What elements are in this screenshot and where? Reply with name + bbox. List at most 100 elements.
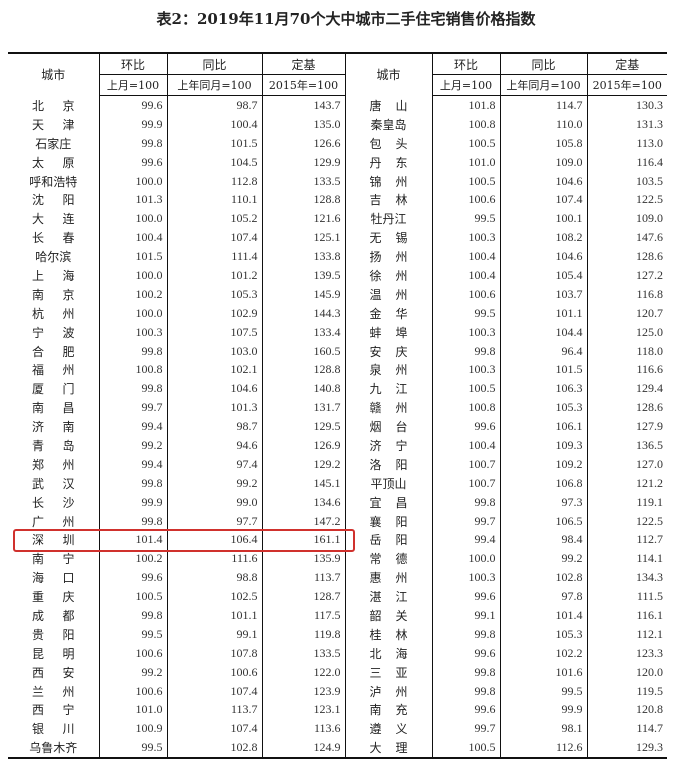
- city-name: 惠州: [344, 568, 432, 588]
- mom-value: 100.4: [431, 436, 500, 455]
- fixed-value: 131.3: [586, 114, 667, 134]
- yoy-value: 100.1: [499, 209, 587, 229]
- fixed-value: 145.9: [261, 284, 345, 304]
- city-label: 长沙: [32, 495, 75, 510]
- city-name: 襄阳: [344, 511, 432, 531]
- yoy-value: 102.5: [166, 587, 262, 607]
- mom-value: 99.7: [431, 719, 500, 739]
- fixed-value: 113.7: [261, 568, 345, 588]
- mom-value: 99.8: [98, 511, 167, 531]
- fixed-value: 119.8: [261, 624, 345, 644]
- table-row: 济南 99.4 98.7 129.5 烟台 99.6 106.1 127.9: [8, 417, 667, 437]
- mom-value: 100.6: [98, 681, 167, 701]
- table-row: 贵阳 99.5 99.1 119.8 桂林 99.8 105.3 112.1: [8, 624, 667, 644]
- fixed-value: 124.9: [261, 738, 345, 759]
- table-row: 天津 99.9 100.4 135.0 秦皇岛 100.8 110.0 131.3: [8, 114, 667, 134]
- table-row: 呼和浩特 100.0 112.8 133.5 锦州 100.5 104.6 103.5: [8, 171, 667, 191]
- city-label: 济宁: [369, 438, 408, 453]
- fixed-value: 114.7: [586, 719, 667, 739]
- yoy-value: 101.3: [166, 398, 262, 418]
- yoy-value: 102.9: [166, 303, 262, 323]
- city-label: 宜昌: [369, 495, 408, 510]
- city-label: 吉林: [369, 193, 408, 208]
- city-name: 扬州: [344, 247, 432, 267]
- fixed-value: 160.5: [261, 341, 345, 361]
- mom-value: 99.4: [98, 417, 167, 437]
- city-name: 天津: [8, 115, 99, 134]
- city-label: 上海: [32, 268, 75, 283]
- fixed-value: 126.9: [261, 436, 345, 455]
- table-row: 武汉 99.8 99.2 145.1 平顶山 100.7 106.8 121.2: [8, 473, 667, 493]
- city-label: 南昌: [32, 401, 75, 416]
- city-label: 石家庄: [35, 136, 72, 151]
- mom-value: 99.8: [431, 624, 500, 644]
- mom-value: 99.8: [98, 606, 167, 625]
- table-row: 杭州 100.0 102.9 144.3 金华 99.5 101.1 120.7: [8, 303, 667, 323]
- yoy-value: 103.7: [499, 284, 587, 304]
- header-city: 城市: [41, 68, 66, 83]
- city-label: 重庆: [32, 590, 75, 605]
- yoy-value: 97.8: [499, 587, 587, 607]
- mom-value: 100.3: [431, 360, 500, 380]
- fixed-value: 117.5: [261, 606, 345, 625]
- yoy-value: 102.8: [499, 568, 587, 588]
- mom-value: 99.8: [98, 341, 167, 361]
- city-label: 徐州: [369, 268, 408, 283]
- yoy-value: 107.4: [499, 190, 587, 210]
- city-name: 宜昌: [344, 492, 432, 512]
- city-label: 昆明: [32, 646, 75, 661]
- city-label: 烟台: [369, 420, 408, 435]
- city-label: 银川: [32, 722, 75, 737]
- fixed-value: 120.7: [586, 303, 667, 323]
- city-name: 北京: [8, 96, 99, 115]
- mom-value: 100.4: [431, 266, 500, 285]
- table-title: 表2：2019年11月70个大中城市二手住宅销售价格指数: [156, 10, 536, 28]
- mom-value: 100.5: [431, 133, 500, 153]
- mom-value: 99.2: [98, 662, 167, 682]
- city-name: 徐州: [344, 266, 432, 285]
- yoy-value: 103.0: [166, 341, 262, 361]
- city-name: 济宁: [344, 436, 432, 455]
- city-label: 南宁: [32, 552, 75, 567]
- city-label: 深圳: [32, 533, 75, 548]
- mom-value: 99.8: [98, 379, 167, 399]
- table-row: 南宁 100.2 111.6 135.9 常德 100.0 99.2 114.1: [8, 549, 667, 569]
- fixed-value: 113.0: [586, 133, 667, 153]
- city-label: 岳阳: [369, 533, 408, 548]
- yoy-value: 104.5: [166, 152, 262, 172]
- city-name: 银川: [8, 719, 99, 738]
- city-name: 青岛: [8, 436, 99, 455]
- city-name: 呼和浩特: [8, 172, 99, 191]
- yoy-value: 107.5: [166, 322, 262, 342]
- city-name: 郑州: [8, 455, 99, 474]
- city-label: 蚌埠: [369, 325, 408, 340]
- yoy-value: 105.3: [499, 398, 587, 418]
- table-row: 上海 100.0 101.2 139.5 徐州 100.4 105.4 127.2: [8, 266, 667, 285]
- yoy-value: 105.3: [166, 284, 262, 304]
- fixed-value: 125.0: [586, 322, 667, 342]
- city-label: 遵义: [369, 722, 408, 737]
- fixed-value: 135.9: [261, 549, 345, 569]
- mom-value: 101.0: [431, 152, 500, 172]
- mom-value: 100.2: [98, 549, 167, 569]
- city-name: 宁波: [8, 323, 99, 342]
- fixed-value: 133.5: [261, 643, 345, 663]
- table-row: 深圳 101.4 106.4 161.1 岳阳 99.4 98.4 112.7: [8, 530, 667, 550]
- yoy-value: 98.1: [499, 719, 587, 739]
- header-yoy-base: 上年同月=100: [499, 74, 587, 96]
- fixed-value: 123.3: [586, 643, 667, 663]
- yoy-value: 99.2: [499, 549, 587, 569]
- city-name: 唐山: [344, 95, 432, 115]
- city-label: 呼和浩特: [29, 174, 78, 189]
- city-label: 湛江: [369, 590, 408, 605]
- city-label: 襄阳: [369, 514, 408, 529]
- city-label: 贵阳: [32, 627, 75, 642]
- city-label: 太原: [32, 155, 75, 170]
- city-label: 宁波: [32, 325, 75, 340]
- header-fixed-base: 2015年=100: [261, 74, 345, 96]
- mom-value: 99.7: [98, 398, 167, 418]
- city-name: 沈阳: [8, 190, 99, 209]
- mom-value: 100.8: [98, 360, 167, 380]
- city-name: 锦州: [344, 171, 432, 191]
- fixed-value: 133.5: [261, 171, 345, 191]
